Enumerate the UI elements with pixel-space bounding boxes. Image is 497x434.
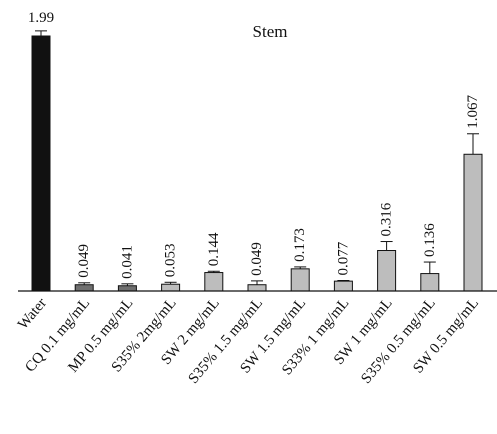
error-bar-10 bbox=[467, 133, 479, 155]
bar-8 bbox=[377, 250, 397, 292]
data-label-0: 1.99 bbox=[28, 10, 54, 26]
bar-6 bbox=[290, 268, 310, 292]
bar-5 bbox=[247, 284, 267, 292]
error-bar-2 bbox=[121, 283, 134, 286]
chart-title: Stem bbox=[253, 22, 288, 41]
data-label-7: 0.077 bbox=[335, 241, 351, 275]
bar-3 bbox=[161, 283, 181, 292]
data-label-9: 0.136 bbox=[422, 223, 438, 257]
tick-label-5: S35% 1.5 mg/mL bbox=[186, 295, 267, 387]
error-bar-6 bbox=[294, 266, 307, 269]
bar-0 bbox=[31, 35, 51, 292]
data-label-10: 1.067 bbox=[465, 95, 481, 129]
data-label-1: 0.049 bbox=[76, 244, 92, 278]
bar-1 bbox=[74, 284, 94, 292]
error-bars-layer bbox=[35, 30, 479, 286]
error-bar-3 bbox=[164, 281, 177, 285]
error-bar-5 bbox=[251, 280, 263, 285]
data-label-6: 0.173 bbox=[292, 228, 308, 262]
error-bar-7 bbox=[337, 279, 350, 282]
bar-4 bbox=[204, 272, 224, 292]
tick-label-9: S35% 0.5 mg/mL bbox=[358, 295, 439, 387]
error-bar-9 bbox=[423, 261, 436, 274]
bar-10 bbox=[463, 153, 483, 292]
error-bar-4 bbox=[207, 270, 220, 273]
tick-label-0: Water bbox=[15, 295, 50, 332]
data-labels-layer: 1.99 0.049 0.041 0.053 0.144 0.049 0.173 0.077 0… bbox=[28, 10, 481, 279]
bar-9 bbox=[420, 273, 440, 292]
error-bar-0 bbox=[35, 30, 47, 36]
bar-7 bbox=[333, 280, 353, 292]
error-bar-8 bbox=[380, 241, 393, 251]
data-label-8: 0.316 bbox=[379, 202, 395, 236]
data-label-3: 0.053 bbox=[163, 244, 179, 278]
data-label-4: 0.144 bbox=[206, 232, 222, 266]
data-label-2: 0.041 bbox=[119, 245, 135, 279]
data-label-5: 0.049 bbox=[249, 242, 265, 276]
error-bar-1 bbox=[78, 282, 91, 285]
bar-2 bbox=[117, 285, 137, 292]
